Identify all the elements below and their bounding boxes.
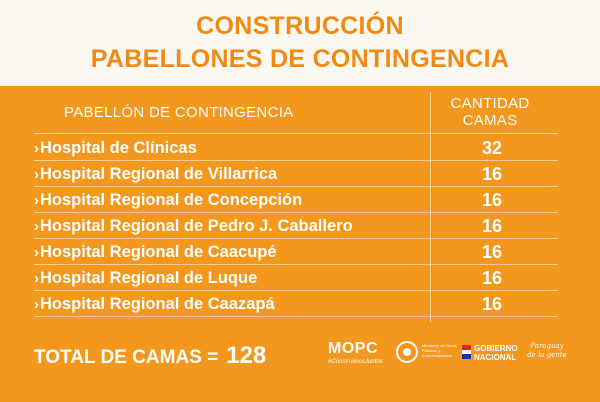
slogan-logo: Paraguay de la gente — [522, 342, 572, 360]
column-header-count-line2: CAMAS — [462, 112, 518, 129]
table-row-name: ›Hospital Regional de Villarrica — [34, 161, 277, 187]
mopc-tagline: #ConstruimosJuntos — [328, 359, 383, 365]
table-row-name: ›Hospital Regional de Pedro J. Caballero — [34, 213, 353, 239]
row-divider — [34, 186, 558, 187]
hospital-name: Hospital de Clínicas — [40, 139, 197, 157]
row-divider — [34, 212, 558, 213]
gobierno-nacional-logo: GOBIERNO NACIONAL — [474, 344, 518, 362]
row-divider — [34, 316, 558, 317]
title-line-1: CONSTRUCCIÓN — [196, 12, 404, 40]
column-divider — [430, 92, 431, 322]
chevron-right-icon: › — [34, 166, 39, 183]
column-header-count: CANTIDAD CAMAS — [430, 95, 550, 129]
column-header-name: PABELLÓN DE CONTINGENCIA — [64, 104, 294, 121]
bed-count: 16 — [481, 190, 503, 210]
row-divider — [34, 238, 558, 239]
slogan-line-1: Paraguay — [530, 342, 564, 350]
mopc-logo-text: MOPC — [328, 340, 378, 357]
gobierno-line-1: GOBIERNO — [474, 344, 518, 353]
chevron-right-icon: › — [34, 270, 39, 287]
total-beds: TOTAL DE CAMAS = 128 — [34, 342, 266, 370]
hospital-name: Hospital Regional de Caacupé — [40, 243, 277, 261]
ministry-name: Ministerio de Obras Públicas y Comunicac… — [422, 343, 457, 358]
bed-count: 16 — [481, 216, 503, 236]
title-line-2: PABELLONES DE CONTINGENCIA — [90, 45, 510, 73]
hospital-name: Hospital Regional de Luque — [40, 269, 258, 287]
bed-count: 16 — [481, 294, 503, 314]
total-value: 128 — [226, 342, 267, 369]
table-row-name: ›Hospital Regional de Caacupé — [34, 239, 277, 265]
bed-count: 16 — [481, 242, 503, 262]
national-seal-icon — [396, 341, 418, 363]
gobierno-line-2: NACIONAL — [474, 353, 517, 362]
column-header-count-line1: CANTIDAD — [450, 95, 530, 112]
row-divider — [34, 290, 558, 291]
table-row-name: ›Hospital de Clínicas — [34, 135, 197, 161]
table-row-name: ›Hospital Regional de Concepción — [34, 187, 302, 213]
hospital-name: Hospital Regional de Villarrica — [40, 165, 278, 183]
mopc-logo: MOPC #ConstruimosJuntos — [328, 340, 383, 366]
table-panel — [0, 86, 600, 402]
header: CONSTRUCCIÓN PABELLONES DE CONTINGENCIA — [0, 0, 600, 86]
hospital-name: Hospital Regional de Caazapá — [40, 295, 275, 313]
bed-count: 32 — [481, 138, 503, 158]
bed-count: 16 — [481, 268, 503, 288]
paraguay-flag-icon — [462, 345, 471, 359]
chevron-right-icon: › — [34, 192, 39, 209]
chevron-right-icon: › — [34, 296, 39, 313]
table-row-name: ›Hospital Regional de Luque — [34, 265, 257, 291]
row-divider — [34, 133, 558, 134]
chevron-right-icon: › — [34, 218, 39, 235]
row-divider — [34, 160, 558, 161]
slogan-line-2: de la gente — [527, 351, 567, 359]
hospital-name: Hospital Regional de Concepción — [40, 191, 303, 209]
hospital-name: Hospital Regional de Pedro J. Caballero — [40, 217, 353, 235]
total-label: TOTAL DE CAMAS = — [34, 347, 219, 368]
table-row-name: ›Hospital Regional de Caazapá — [34, 291, 275, 317]
chevron-right-icon: › — [34, 244, 39, 261]
row-divider — [34, 264, 558, 265]
bed-count: 16 — [481, 164, 503, 184]
chevron-right-icon: › — [34, 140, 39, 157]
